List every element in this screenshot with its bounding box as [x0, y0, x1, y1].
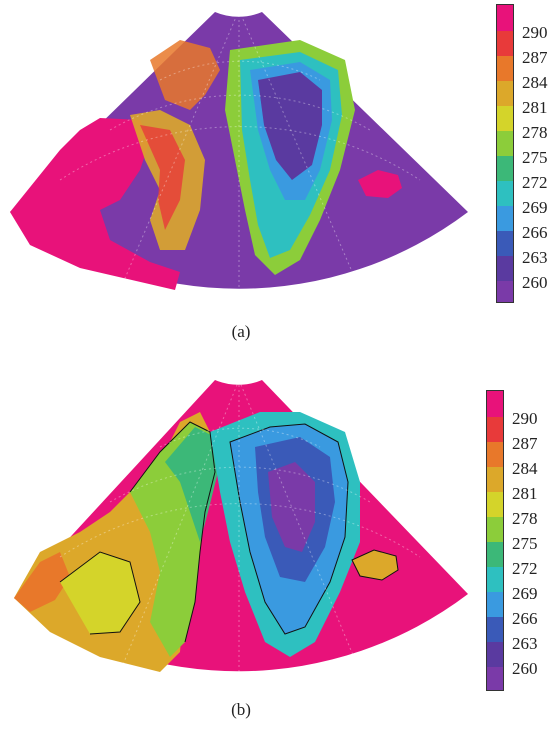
colorbar-a-swatch [496, 181, 514, 206]
colorbar-a-swatch [496, 106, 514, 131]
colorbar-a-swatch [496, 206, 514, 231]
panel-b: 290 287 284 281 278 275 272 269 266 263 … [0, 372, 554, 729]
colorbar-b-tick: 284 [512, 459, 538, 478]
colorbar-b-tick: 269 [512, 584, 538, 603]
map-a-graticule [59, 9, 421, 300]
map-b-graticule [59, 379, 421, 682]
map-b-iceland [352, 550, 398, 580]
colorbar-a-swatch [496, 231, 514, 256]
colorbar-b-swatch [486, 667, 504, 691]
colorbar-a-tick: 263 [522, 248, 548, 267]
colorbar-a-tick: 278 [522, 123, 548, 142]
colorbar-a-swatch [496, 56, 514, 81]
colorbar-b-tick: 281 [512, 484, 538, 503]
colorbar-a-swatch [496, 4, 514, 31]
colorbar-b-tick: 263 [512, 634, 538, 653]
colorbar-a-tick: 287 [522, 48, 548, 67]
colorbar-b-swatch [486, 567, 504, 592]
colorbar-b-tick: 278 [512, 509, 538, 528]
colorbar-a-tick: 260 [522, 273, 548, 292]
colorbar-a-tick: 290 [522, 23, 548, 42]
colorbar-b-tick: 272 [512, 559, 538, 578]
colorbar-b-tick: 290 [512, 409, 538, 428]
colorbar-b-tick: 266 [512, 609, 538, 628]
colorbar-a-swatch [496, 31, 514, 56]
colorbar-a-swatch [496, 256, 514, 281]
colorbar-b-swatch [486, 442, 504, 467]
colorbar-b-swatch [486, 467, 504, 492]
colorbar-b-swatch [486, 390, 504, 417]
map-a [10, 9, 468, 300]
map-b-land-west-yellow-2 [60, 552, 140, 634]
map-a-land-west-2 [150, 40, 220, 110]
colorbar-b-tick: 260 [512, 659, 538, 678]
colorbar-b [486, 390, 504, 691]
colorbar-a-tick: 266 [522, 223, 548, 242]
map-a-land-west-4 [140, 125, 185, 230]
colorbar-a-tick: 284 [522, 73, 548, 92]
colorbar-b-swatch [486, 517, 504, 542]
colorbar-a-tick: 269 [522, 198, 548, 217]
colorbar-b-tick: 275 [512, 534, 538, 553]
colorbar-b-tick: 287 [512, 434, 538, 453]
colorbar-a-swatch [496, 156, 514, 181]
colorbar-b-swatch [486, 592, 504, 617]
colorbar-a-swatch [496, 81, 514, 106]
colorbar-b-swatch [486, 492, 504, 517]
map-b-land-west-orange [14, 552, 70, 612]
colorbar-b-swatch [486, 417, 504, 442]
colorbar-a [496, 4, 514, 303]
map-a-land-west [10, 118, 180, 290]
colorbar-b-swatch [486, 642, 504, 667]
caption-a: (a) [231, 322, 251, 341]
colorbar-b-swatch [486, 542, 504, 567]
colorbar-a-swatch [496, 281, 514, 303]
caption-b: (b) [231, 700, 251, 719]
colorbar-a-swatch [496, 131, 514, 156]
map-b [14, 379, 468, 682]
map-a-greenland-core [258, 72, 322, 180]
map-b-greenland-core [268, 462, 315, 552]
colorbar-a-tick: 275 [522, 148, 548, 167]
map-a-iceland [358, 170, 402, 198]
colorbar-a-tick: 281 [522, 98, 548, 117]
colorbar-a-tick: 272 [522, 173, 548, 192]
colorbar-b-swatch [486, 617, 504, 642]
map-b-coastlines [59, 421, 399, 643]
panel-a: 290 287 284 281 278 275 272 269 266 263 … [0, 0, 554, 350]
